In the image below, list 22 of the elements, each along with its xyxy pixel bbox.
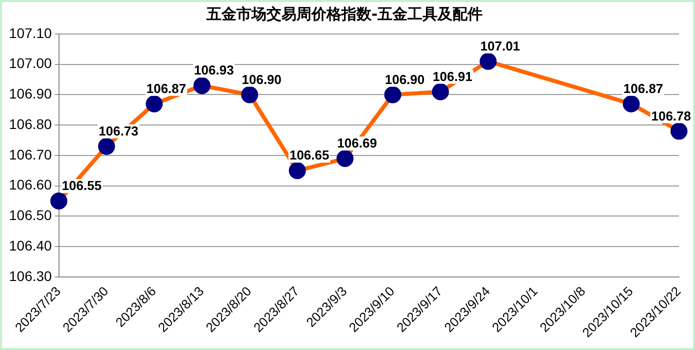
data-label: 106.73 (98, 123, 138, 138)
data-label: 106.87 (146, 80, 186, 96)
y-tick-label: 106.60 (8, 176, 52, 193)
data-label: 106.87 (623, 80, 664, 96)
chart-title: 五金市场交易周价格指数-五金工具及配件 (205, 4, 483, 23)
data-label: 107.01 (480, 38, 520, 54)
y-tick-label: 107.10 (8, 24, 52, 41)
data-label: 106.93 (194, 62, 234, 78)
data-label: 106.65 (289, 148, 330, 163)
data-label: 106.91 (432, 68, 472, 84)
y-tick-label: 106.30 (8, 268, 52, 284)
y-tick-label: 106.80 (8, 116, 52, 132)
data-label: 106.69 (337, 136, 377, 151)
data-label: 106.78 (651, 108, 691, 124)
y-tick-label: 106.90 (8, 86, 52, 102)
y-tick-label: 106.50 (8, 207, 52, 224)
y-tick-label: 106.40 (8, 237, 52, 254)
data-label: 106.90 (384, 72, 425, 87)
data-label: 106.55 (62, 178, 102, 194)
y-tick-label: 106.70 (8, 146, 52, 162)
data-label: 106.90 (242, 72, 282, 87)
y-tick-label: 107.00 (8, 55, 52, 72)
